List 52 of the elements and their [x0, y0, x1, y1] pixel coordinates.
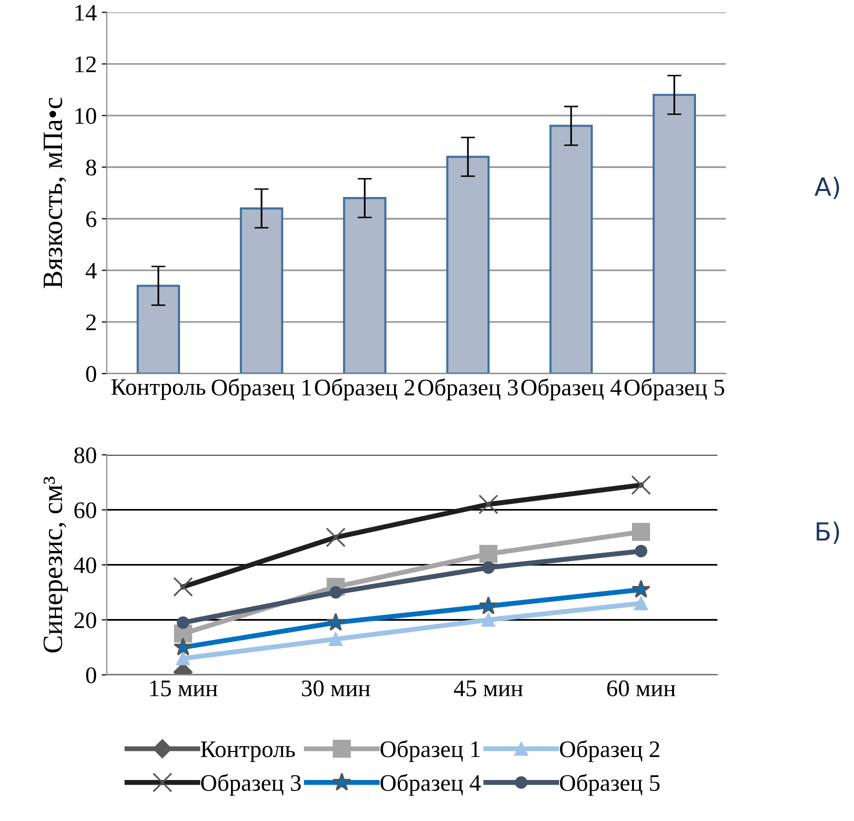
- legend-label: Контроль: [200, 742, 295, 762]
- y-tick-label: 10: [75, 108, 96, 124]
- point: [481, 612, 496, 627]
- y-tick-label: 40: [74, 557, 96, 574]
- point: [174, 637, 192, 656]
- y-axis-title: Вязкость, мПа•с: [44, 98, 66, 288]
- legend-label: Образец 5: [560, 774, 660, 796]
- text: Б): [816, 522, 840, 544]
- point: [632, 580, 650, 598]
- x-tick-label: Образец 2: [314, 378, 414, 400]
- point: [632, 522, 650, 541]
- y-axis-title: Синерезис, см³: [44, 476, 68, 652]
- y-tick-label: 20: [74, 612, 96, 628]
- bar: [549, 124, 593, 374]
- point: [176, 616, 190, 629]
- y-tick-label: 60: [74, 502, 96, 518]
- point: [328, 632, 343, 646]
- y-tick-label: 4: [86, 262, 97, 279]
- legend-label: Образец 4: [380, 774, 481, 796]
- point: [634, 544, 648, 558]
- x-tick-label: 60 мин: [607, 680, 676, 696]
- x-tick-label: Образец 4: [521, 378, 622, 400]
- x-tick-label: Образец 3: [418, 378, 518, 400]
- legend-label: Образец 2: [560, 740, 660, 762]
- y-tick-label: 80: [74, 447, 96, 464]
- y-tick-label: 2: [86, 314, 96, 330]
- x-tick-label: Образец 5: [624, 378, 724, 400]
- x-tick-label: Образец 1: [212, 378, 311, 400]
- y-tick-label: 0: [86, 667, 96, 684]
- bar: [446, 156, 490, 374]
- bar: [240, 207, 284, 374]
- point: [326, 612, 346, 631]
- point: [634, 596, 648, 610]
- x-tick-label: 45 мин: [454, 680, 523, 696]
- y-tick-label: 6: [86, 211, 96, 228]
- legend-label: Образец 3: [201, 774, 301, 796]
- bar: [652, 94, 696, 374]
- y-tick-label: 14: [75, 4, 97, 21]
- x-tick-label: 30 мин: [302, 680, 370, 696]
- x-tick-label: Контроль: [111, 379, 206, 400]
- y-tick-label: 8: [86, 160, 96, 176]
- bar: [136, 284, 180, 374]
- x-tick-label: 15 мин: [150, 680, 218, 696]
- point: [176, 651, 190, 666]
- text: А): [814, 176, 840, 200]
- point: [479, 544, 498, 563]
- y-tick-label: 0: [86, 366, 96, 382]
- point: [478, 596, 498, 614]
- y-tick-label: 12: [75, 56, 96, 72]
- point: [482, 561, 495, 574]
- bar: [343, 197, 386, 374]
- legend-label: Образец 1: [380, 740, 480, 762]
